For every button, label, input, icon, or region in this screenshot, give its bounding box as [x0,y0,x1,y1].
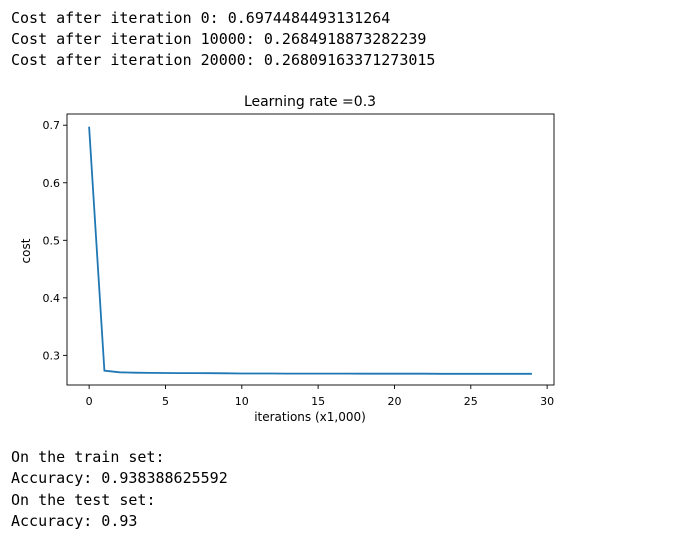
y-axis: 0.3 0.4 0.5 0.6 0.7 [43,119,67,362]
x-tick-label: 0 [86,395,93,408]
test-accuracy: Accuracy: 0.93 [11,512,138,530]
y-tick-label: 0.7 [43,119,61,132]
chart-title: Learning rate =0.3 [244,94,376,110]
log-line: Cost after iteration 0: 0.69744844931312… [11,9,391,27]
x-tick-label: 15 [311,395,325,408]
log-line: Cost after iteration 20000: 0.2680916337… [11,51,436,69]
x-tick-label: 25 [464,395,478,408]
train-set-label: On the train set: [11,448,165,466]
x-tick-label: 5 [162,395,169,408]
x-tick-label: 10 [235,395,249,408]
x-axis: 0 5 10 15 20 25 30 [86,385,554,408]
x-tick-label: 30 [540,395,554,408]
y-tick-label: 0.4 [43,292,61,305]
y-tick-label: 0.6 [43,177,61,190]
plot-frame [66,113,555,386]
y-tick-label: 0.3 [43,349,61,362]
x-tick-label: 20 [387,395,401,408]
y-axis-label: cost [19,238,33,263]
cost-series-line [88,126,532,375]
log-line: Cost after iteration 10000: 0.2684918873… [11,30,427,48]
y-tick-label: 0.5 [43,234,61,247]
train-accuracy: Accuracy: 0.938388625592 [11,469,228,487]
x-axis-label: iterations (x1,000) [254,410,366,424]
test-set-label: On the test set: [11,491,156,509]
